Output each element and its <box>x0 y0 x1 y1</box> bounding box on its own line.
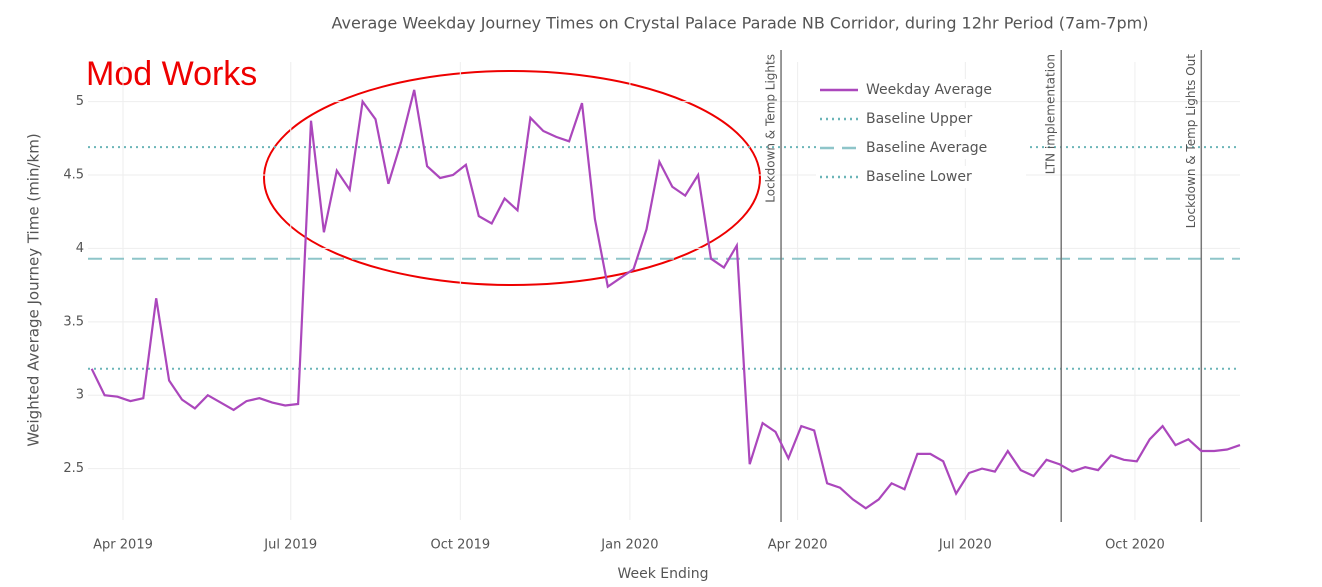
x-tick-label: Oct 2020 <box>1105 538 1165 553</box>
x-tick-label: Jul 2019 <box>263 538 317 553</box>
y-tick-label: 3.5 <box>63 314 84 329</box>
x-tick-label: Jan 2020 <box>600 538 658 553</box>
x-tick-label: Oct 2019 <box>430 538 490 553</box>
y-tick-label: 4 <box>76 241 84 256</box>
x-axis-label: Week Ending <box>617 566 708 582</box>
y-axis-label: Weighted Average Journey Time (min/km) <box>25 133 43 446</box>
y-tick-label: 3 <box>76 388 84 403</box>
legend-label: Baseline Lower <box>866 169 972 185</box>
chart-title: Average Weekday Journey Times on Crystal… <box>332 14 1149 33</box>
y-tick-label: 2.5 <box>63 461 84 476</box>
grid <box>88 62 1240 520</box>
legend-label: Baseline Upper <box>866 111 972 127</box>
legend-label: Baseline Average <box>866 140 987 156</box>
highlight-ellipse <box>263 70 761 286</box>
legend-bg <box>816 108 1026 130</box>
x-tick-label: Jul 2020 <box>938 538 992 553</box>
x-tick-label: Apr 2019 <box>93 538 153 553</box>
y-tick-label: 4.5 <box>63 168 84 183</box>
event-label: LTN implementation <box>1044 54 1058 174</box>
event-label: Lockdown & Temp Lights Out <box>1184 54 1198 229</box>
legend-bg <box>816 137 1026 159</box>
series-line <box>90 89 1241 510</box>
legend-bg <box>816 79 1026 101</box>
legend-bg <box>816 166 1026 188</box>
legend-label: Weekday Average <box>866 82 992 98</box>
y-tick-label: 5 <box>76 94 84 109</box>
x-tick-label: Apr 2020 <box>768 538 828 553</box>
annotation: Mod Works <box>86 55 257 93</box>
event-label: Lockdown & Temp Lights <box>764 54 778 203</box>
